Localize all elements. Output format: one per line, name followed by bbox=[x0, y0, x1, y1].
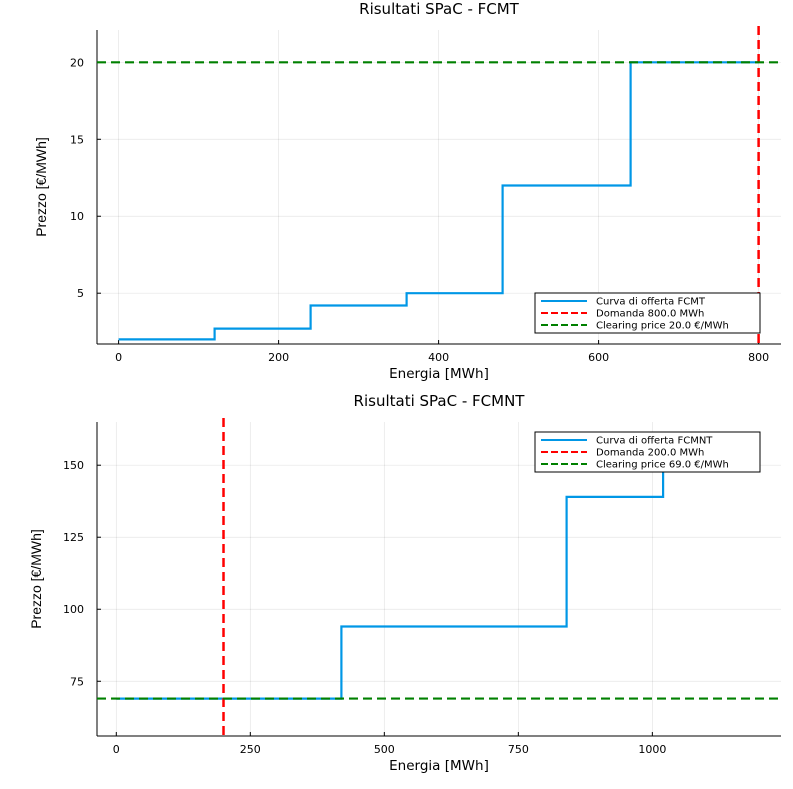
x-tick-label: 0 bbox=[115, 351, 122, 364]
x-tick-label: 800 bbox=[748, 351, 769, 364]
y-tick-label: 20 bbox=[70, 56, 84, 69]
x-tick-label: 600 bbox=[588, 351, 609, 364]
legend-entry-label: Domanda 200.0 MWh bbox=[596, 448, 704, 459]
x-axis-label: Energia [MWh] bbox=[389, 366, 489, 382]
y-tick-label: 5 bbox=[77, 287, 84, 300]
x-tick-label: 400 bbox=[428, 351, 449, 364]
y-axis-label: Prezzo [€/MWh] bbox=[28, 529, 44, 629]
y-tick-label: 75 bbox=[70, 675, 84, 688]
legend-entry-label: Clearing price 20.0 €/MWh bbox=[596, 321, 729, 332]
y-tick-label: 10 bbox=[70, 210, 84, 223]
legend-entry-label: Clearing price 69.0 €/MWh bbox=[596, 460, 729, 471]
y-tick-label: 150 bbox=[63, 459, 84, 472]
series-line-offer-curve bbox=[118, 61, 759, 341]
y-tick-label: 125 bbox=[63, 531, 84, 544]
x-tick-label: 750 bbox=[508, 743, 529, 756]
legend-entry-label: Domanda 800.0 MWh bbox=[596, 309, 704, 320]
chart-title: Risultati SPaC - FCMT bbox=[359, 0, 520, 18]
series-line-offer-curve bbox=[116, 467, 760, 700]
series-group bbox=[118, 61, 759, 341]
chart-panel-2: 0 250 500 750 1000 75 100 125 150 bbox=[63, 422, 781, 756]
x-axis-label: Energia [MWh] bbox=[389, 758, 489, 774]
legend-entry-label: Curva di offerta FCMNT bbox=[596, 436, 713, 447]
y-tick-label: 100 bbox=[63, 603, 84, 616]
y-axis-label: Prezzo [€/MWh] bbox=[33, 137, 49, 237]
x-tick-label: 0 bbox=[113, 743, 120, 756]
series-group bbox=[116, 467, 760, 700]
chart-panel-1: 0 200 400 600 800 5 10 15 20 bbox=[70, 30, 781, 364]
x-tick-label: 1000 bbox=[638, 743, 666, 756]
x-tick-label: 250 bbox=[240, 743, 261, 756]
chart-title: Risultati SPaC - FCMNT bbox=[354, 392, 526, 410]
x-tick-label: 200 bbox=[268, 351, 289, 364]
x-tick-label: 500 bbox=[374, 743, 395, 756]
legend-entry-label: Curva di offerta FCMT bbox=[596, 297, 706, 308]
y-tick-label: 15 bbox=[70, 133, 84, 146]
